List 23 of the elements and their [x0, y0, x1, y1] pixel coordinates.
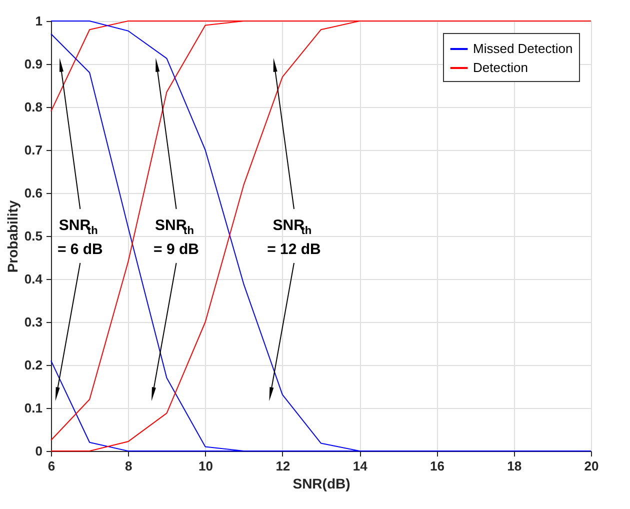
y-tick-label: 0.3 — [24, 314, 42, 330]
y-axis-title: Probability — [4, 200, 20, 273]
y-tick-label: 0.9 — [24, 56, 42, 72]
y-tick-label: 0.1 — [24, 400, 42, 416]
x-tick-label: 20 — [584, 458, 599, 474]
y-tick-label: 0 — [35, 444, 42, 458]
legend-label: Detection — [473, 60, 528, 75]
y-tick-label: 0.6 — [24, 186, 42, 200]
y-tick-label: 0.2 — [24, 358, 42, 372]
y-tick-label: 0.4 — [24, 272, 44, 286]
y-tick-label: 0.5 — [24, 228, 42, 244]
y-tick-label: 1 — [35, 14, 42, 28]
x-axis-title: SNR(dB) — [292, 476, 350, 492]
x-tick-label: 10 — [198, 458, 214, 474]
legend-label: Missed Detection — [473, 41, 573, 56]
x-tick-label: 16 — [430, 458, 444, 474]
x-tick-label: 12 — [276, 458, 290, 474]
y-tick-label: 0.7 — [24, 142, 42, 158]
x-tick-label: 8 — [125, 458, 132, 474]
y-tick-label: 0.8 — [24, 100, 42, 114]
x-tick-label: 14 — [352, 458, 368, 474]
x-tick-label: 6 — [48, 458, 56, 474]
x-tick-label: 18 — [507, 458, 522, 474]
